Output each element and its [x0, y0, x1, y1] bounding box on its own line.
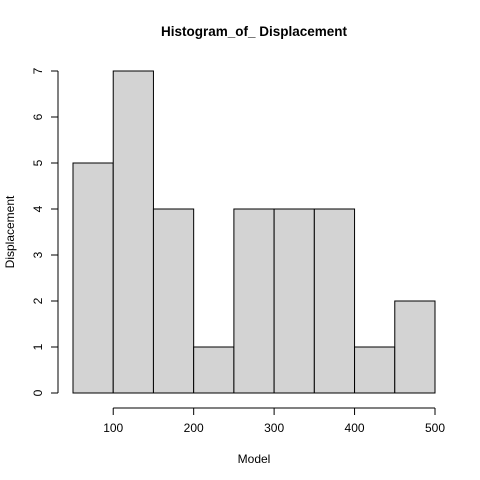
histogram-bar-0 [72, 162, 114, 394]
histogram-bar-7 [354, 346, 396, 394]
x-tick-label-100: 100 [103, 421, 123, 435]
x-axis-label: Model [238, 452, 271, 466]
x-tick-label-300: 300 [264, 421, 284, 435]
histogram-bar-6 [313, 208, 356, 394]
y-tick-label-5: 5 [31, 159, 45, 166]
x-tick-label-500: 500 [425, 421, 445, 435]
y-tick-label-2: 2 [31, 297, 45, 304]
y-tick-label-7: 7 [31, 67, 45, 74]
y-tick-label-0: 0 [31, 389, 45, 396]
histogram-bar-4 [233, 208, 275, 394]
x-axis: 100 200 300 400 500 [103, 407, 445, 435]
histogram-bar-3 [193, 346, 235, 394]
bars-group [72, 70, 436, 394]
x-tick-label-200: 200 [184, 421, 204, 435]
y-tick-label-3: 3 [31, 251, 45, 258]
chart-title: Histogram_of_ Displacement [161, 24, 348, 39]
histogram-bar-5 [273, 208, 315, 394]
y-axis-label: Displacement [3, 195, 17, 268]
y-axis: 0 1 2 3 4 5 6 7 [31, 67, 59, 396]
histogram-bar-1 [112, 70, 154, 394]
y-tick-label-4: 4 [31, 205, 45, 212]
y-tick-label-6: 6 [31, 113, 45, 120]
y-tick-label-1: 1 [31, 343, 45, 350]
histogram-bar-2 [152, 208, 195, 394]
histogram-bar-8 [394, 300, 436, 394]
x-tick-label-400: 400 [345, 421, 365, 435]
